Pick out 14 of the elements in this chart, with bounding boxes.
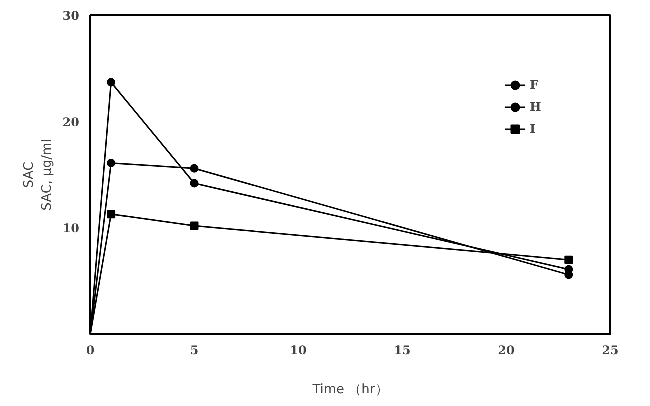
x-tick-label: 20 <box>498 344 515 358</box>
x-tick-label: 10 <box>290 344 307 358</box>
x-tick-label: 5 <box>190 344 199 358</box>
x-tick-label: 15 <box>394 344 411 358</box>
y-tick-label: 30 <box>62 9 80 23</box>
y-axis-title: SAC SAC, μg/ml <box>22 139 55 211</box>
y-tick-label: 20 <box>62 115 80 130</box>
y-tick-label: 10 <box>62 222 80 236</box>
x-tick-label: 0 <box>86 344 95 358</box>
x-axis-title: Time （hr） <box>312 382 388 398</box>
legend-label: I <box>530 122 537 136</box>
x-tick-label: 25 <box>602 344 619 358</box>
legend-label: H <box>530 100 542 114</box>
legend-label: F <box>530 78 540 92</box>
